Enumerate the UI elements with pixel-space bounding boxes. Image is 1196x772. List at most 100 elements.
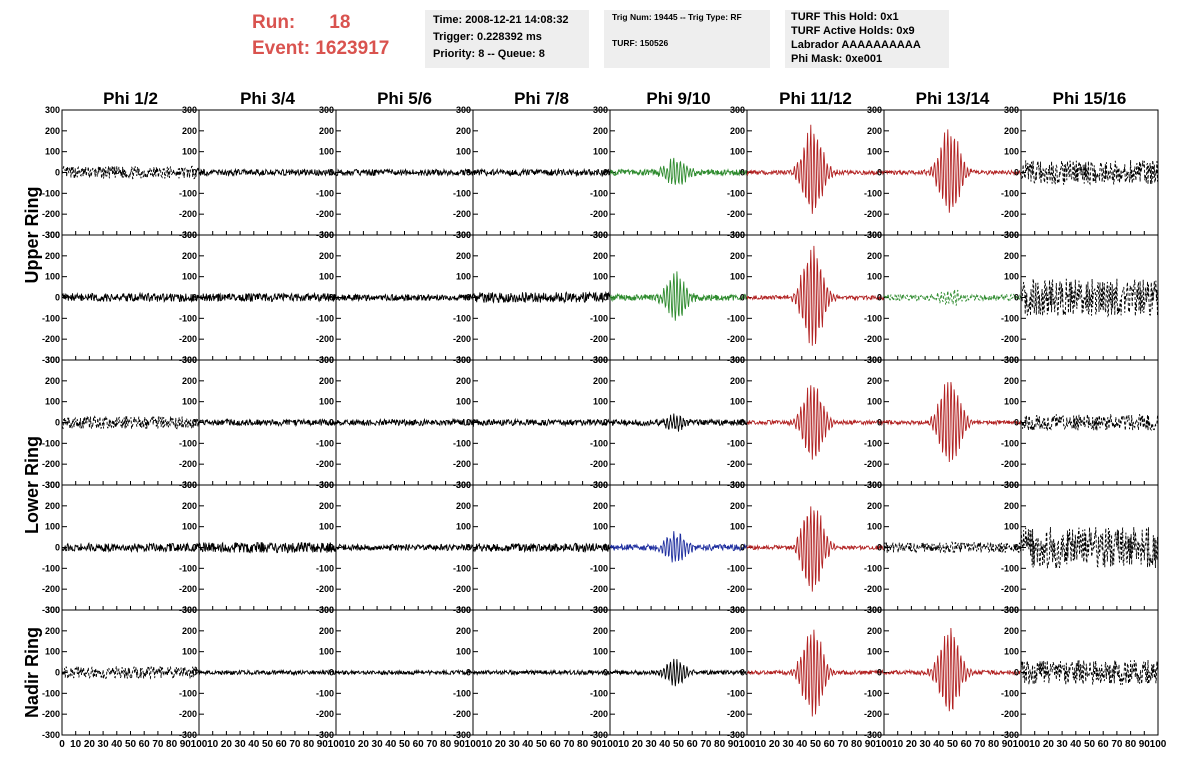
y-tick-label: 0 [466, 668, 471, 678]
y-tick-label: 0 [55, 668, 60, 678]
y-tick-label: -300 [42, 730, 60, 740]
y-tick-label: 100 [593, 272, 608, 282]
y-tick-label: -200 [453, 459, 471, 469]
y-tick-label: -200 [179, 334, 197, 344]
y-tick-label: -300 [590, 730, 608, 740]
y-tick-label: -200 [42, 584, 60, 594]
column-title: Phi 11/12 [779, 89, 852, 108]
waveform-trace [472, 668, 610, 677]
y-tick-label: -200 [1001, 209, 1019, 219]
labrador-text: Labrador AAAAAAAAAA [791, 39, 921, 51]
y-tick-label: -200 [316, 584, 334, 594]
y-tick-label: -100 [316, 313, 334, 323]
y-tick-label: -100 [179, 563, 197, 573]
y-tick-label: 200 [1004, 376, 1019, 386]
y-tick-label: 100 [867, 397, 882, 407]
y-tick-label: 300 [1004, 480, 1019, 490]
x-tick-label: 20 [221, 739, 233, 750]
turf-active-holds-text: TURF Active Holds: 0x9 [791, 25, 915, 37]
y-tick-label: 0 [603, 543, 608, 553]
y-tick-label: 0 [466, 418, 471, 428]
y-tick-label: -200 [179, 709, 197, 719]
x-tick-label: 20 [1043, 739, 1055, 750]
waveform-trace [61, 666, 200, 680]
x-tick-label: 100 [328, 739, 345, 750]
y-tick-label: 200 [456, 626, 471, 636]
y-tick-label: -100 [864, 313, 882, 323]
y-tick-label: 200 [45, 626, 60, 636]
y-tick-label: 200 [319, 376, 334, 386]
y-tick-label: 100 [730, 647, 745, 657]
column-title: Phi 15/16 [1053, 89, 1127, 108]
y-tick-label: -100 [1001, 188, 1019, 198]
y-tick-label: 200 [593, 126, 608, 136]
y-tick-label: 0 [1014, 293, 1019, 303]
x-tick-label: 20 [906, 739, 918, 750]
y-tick-label: -100 [1001, 688, 1019, 698]
y-tick-label: 200 [730, 251, 745, 261]
y-tick-label: 0 [603, 168, 608, 178]
x-tick-label: 60 [276, 739, 288, 750]
x-tick-label: 80 [851, 739, 863, 750]
x-tick-label: 80 [988, 739, 1000, 750]
y-tick-label: -200 [727, 334, 745, 344]
run-value: 18 [329, 12, 351, 33]
y-tick-label: 0 [466, 543, 471, 553]
y-tick-label: -200 [42, 459, 60, 469]
y-tick-label: 100 [867, 522, 882, 532]
x-tick-label: 50 [399, 739, 411, 750]
y-tick-label: 100 [593, 522, 608, 532]
x-tick-label: 50 [125, 739, 137, 750]
y-tick-label: 100 [456, 397, 471, 407]
x-tick-label: 90 [1002, 739, 1014, 750]
y-tick-label: 300 [45, 230, 60, 240]
x-tick-label: 10 [207, 739, 219, 750]
y-tick-label: -100 [590, 188, 608, 198]
turf-info-box: TURF This Hold: 0x1 TURF Active Holds: 0… [785, 10, 949, 68]
waveform-trace [1020, 159, 1159, 186]
waveform-trace [746, 385, 885, 460]
y-tick-label: -200 [179, 584, 197, 594]
y-tick-label: 300 [867, 105, 882, 115]
x-tick-label: 70 [426, 739, 438, 750]
y-tick-label: 100 [45, 522, 60, 532]
y-tick-label: -100 [453, 438, 471, 448]
y-tick-label: 0 [877, 168, 882, 178]
y-tick-label: 100 [319, 147, 334, 157]
waveform-trace [335, 417, 474, 427]
waveform-trace [883, 129, 1022, 213]
y-tick-label: 200 [456, 501, 471, 511]
y-tick-label: -100 [42, 313, 60, 323]
y-tick-label: 200 [45, 376, 60, 386]
y-tick-label: 300 [182, 105, 197, 115]
y-tick-label: 300 [593, 105, 608, 115]
y-tick-label: 100 [319, 522, 334, 532]
y-tick-label: -200 [590, 334, 608, 344]
y-tick-label: 100 [593, 147, 608, 157]
y-tick-label: -200 [316, 334, 334, 344]
x-tick-label: 90 [591, 739, 603, 750]
y-tick-label: 100 [182, 147, 197, 157]
y-tick-label: -100 [864, 563, 882, 573]
x-tick-label: 10 [618, 739, 630, 750]
x-tick-label: 90 [454, 739, 466, 750]
y-tick-label: 0 [466, 168, 471, 178]
column-title: Phi 3/4 [240, 89, 295, 108]
column-title: Phi 9/10 [646, 89, 710, 108]
column-title: Phi 7/8 [514, 89, 569, 108]
y-tick-label: 300 [593, 480, 608, 490]
y-tick-label: 100 [730, 272, 745, 282]
x-tick-label: 20 [769, 739, 781, 750]
x-tick-label: 100 [1150, 739, 1167, 750]
y-tick-label: 0 [466, 293, 471, 303]
x-tick-label: 40 [933, 739, 945, 750]
y-tick-label: -100 [864, 688, 882, 698]
y-tick-label: 200 [867, 501, 882, 511]
y-tick-label: 100 [593, 397, 608, 407]
x-tick-label: 10 [755, 739, 767, 750]
y-tick-label: 100 [593, 647, 608, 657]
y-tick-label: 200 [593, 626, 608, 636]
x-tick-label: 0 [59, 739, 65, 750]
waveform-trace [883, 288, 1022, 306]
y-tick-label: 300 [319, 480, 334, 490]
